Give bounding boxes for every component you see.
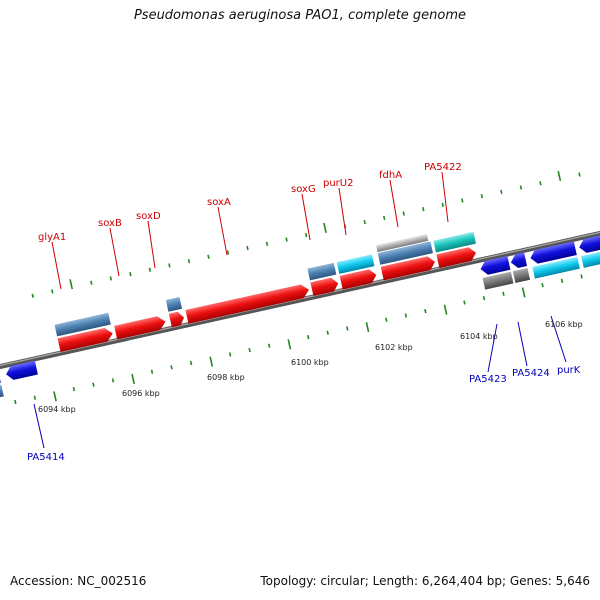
gene-label-PA5423[interactable]: PA5423 <box>469 374 507 385</box>
scale-label-6098: 6098 kbp <box>207 373 245 382</box>
soxD-cds[interactable] <box>168 311 186 328</box>
feature-row-lower <box>0 248 600 400</box>
fdhA-extra-box[interactable] <box>375 234 429 253</box>
glyA1-gene-box[interactable] <box>54 312 111 337</box>
gene-label-soxD[interactable]: soxD <box>136 211 161 222</box>
gene-label-soxB[interactable]: soxB <box>98 218 122 229</box>
soxG-cds[interactable] <box>310 276 339 296</box>
scale-label-6100: 6100 kbp <box>291 358 329 367</box>
gene-label-fdhA[interactable]: fdhA <box>379 170 402 181</box>
soxA-cds[interactable] <box>185 283 310 324</box>
fdhA-gene-box[interactable] <box>377 241 434 265</box>
reverse-label-lines <box>33 315 567 449</box>
reverse-cds-row <box>0 232 600 386</box>
purU2-cds[interactable] <box>339 268 378 290</box>
PA5414-cds[interactable] <box>5 360 38 381</box>
PA5414-left-cds[interactable] <box>0 369 1 386</box>
soxG-gene-box[interactable] <box>307 262 337 281</box>
scale-label-6104: 6104 kbp <box>460 332 498 341</box>
forward-gene-labels: glyA1 soxB soxD soxA soxG purU2 fdhA PA5… <box>38 162 462 243</box>
genome-backbone <box>0 206 600 394</box>
gene-label-PA5422[interactable]: PA5422 <box>424 162 462 173</box>
PA5422-gene-box[interactable] <box>433 231 476 253</box>
PA5423-gene-box[interactable] <box>482 271 514 290</box>
PA5424-gene-box[interactable] <box>512 268 531 283</box>
gene-label-glyA1[interactable]: glyA1 <box>38 232 66 243</box>
glyA1-cds[interactable] <box>57 326 115 353</box>
tick-row-outer <box>31 170 581 298</box>
genome-summary: Topology: circular; Length: 6,264,404 bp… <box>260 574 590 588</box>
feature-row-upper <box>54 231 476 337</box>
PA5424-cds[interactable] <box>509 252 528 269</box>
purK-gene-box[interactable] <box>532 256 580 279</box>
gene-label-purU2[interactable]: purU2 <box>323 178 353 189</box>
reverse-gene-labels: PA5414 PA5423 PA5424 purK <box>27 365 581 463</box>
scale-labels: 6094 kbp 6096 kbp 6098 kbp 6100 kbp 6102… <box>38 320 583 414</box>
PA5422-cds[interactable] <box>436 246 477 269</box>
scale-label-6106: 6106 kbp <box>545 320 583 329</box>
soxD-gene-box[interactable] <box>165 297 183 312</box>
fdhA-cds[interactable] <box>380 255 437 281</box>
accession-label: Accession: NC_002516 <box>10 574 147 588</box>
gene-label-soxG[interactable]: soxG <box>291 184 316 195</box>
PA5423-cds[interactable] <box>479 256 511 276</box>
tick-row-inner <box>14 270 600 405</box>
forward-label-lines <box>51 171 449 290</box>
purK-cds[interactable] <box>529 241 577 265</box>
gene-label-soxA[interactable]: soxA <box>207 197 231 208</box>
gene-label-PA5424[interactable]: PA5424 <box>512 368 550 379</box>
forward-cds-row <box>57 246 477 353</box>
scale-label-6096: 6096 kbp <box>122 389 160 398</box>
page-title: Pseudomonas aeruginosa PAO1, complete ge… <box>133 8 467 23</box>
gene-label-PA5414[interactable]: PA5414 <box>27 452 65 463</box>
edge-gene-box[interactable] <box>581 248 600 268</box>
scale-label-6102: 6102 kbp <box>375 343 413 352</box>
purU2-gene-box[interactable] <box>336 254 375 274</box>
reverse-cds-edge[interactable] <box>578 232 600 254</box>
gene-label-purK[interactable]: purK <box>557 365 581 376</box>
soxB-cds[interactable] <box>114 315 167 340</box>
PA5414-left-box[interactable] <box>0 384 4 400</box>
scale-label-6094: 6094 kbp <box>38 405 76 414</box>
